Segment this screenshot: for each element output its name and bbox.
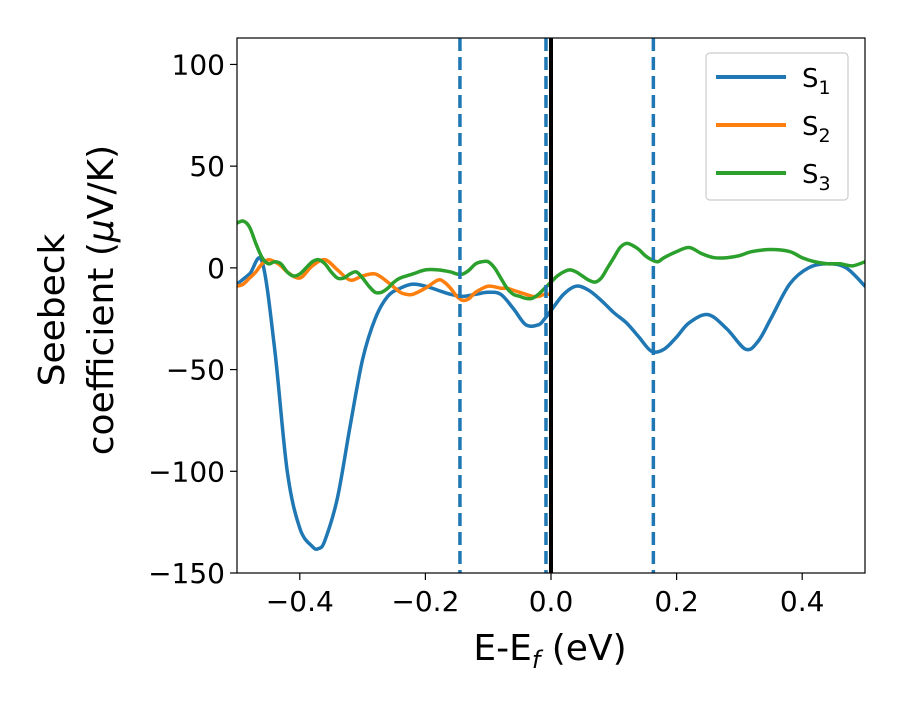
legend-label-s1: S1: [802, 64, 831, 99]
series-line-s3: [237, 219, 865, 301]
y-tick-label: 50: [189, 150, 225, 183]
y-axis-title-line-1: Seebeck: [32, 233, 73, 386]
y-tick-label: −100: [148, 455, 225, 488]
x-axis-title-unit: (eV): [540, 628, 626, 669]
y-axis-title-prefix: coefficient (: [81, 242, 122, 455]
plot-area: [237, 38, 865, 573]
x-tick-label: −0.2: [391, 585, 459, 618]
legend-label-s2: S2: [802, 112, 831, 147]
y-axis-title-mu: μ: [81, 219, 122, 243]
y-axis-title-suffix: V/K): [81, 145, 122, 219]
legend-label-subscript: 1: [819, 77, 831, 99]
plot-content: [237, 38, 865, 573]
legend-label-s3: S3: [802, 160, 831, 195]
legend-label-subscript: 3: [819, 173, 831, 195]
x-axis-title-main: E-E: [473, 628, 531, 669]
legend-label-main: S: [802, 64, 819, 94]
legend-label-main: S: [802, 160, 819, 190]
x-tick-label: 0.4: [780, 585, 825, 618]
legend-label-main: S: [802, 112, 819, 142]
axes: −0.4 −0.2 0.0 0.2 0.4 −150 −100 −50 0 50 100: [148, 37, 866, 618]
y-tick-label: 100: [172, 48, 225, 81]
x-tick-label: 0.2: [654, 585, 699, 618]
x-tick-label: −0.4: [266, 585, 334, 618]
legend-label-subscript: 2: [819, 125, 831, 147]
x-tick-label: 0.0: [529, 585, 574, 618]
y-tick-label: −150: [148, 557, 225, 590]
y-tick-label: −50: [166, 354, 225, 387]
y-axis-title-line-2: coefficient (μV/K): [81, 145, 122, 455]
x-axis-title: E-Ef (eV): [473, 628, 626, 674]
y-tick-label: 0: [207, 252, 225, 285]
series-line-s1: [237, 256, 865, 552]
